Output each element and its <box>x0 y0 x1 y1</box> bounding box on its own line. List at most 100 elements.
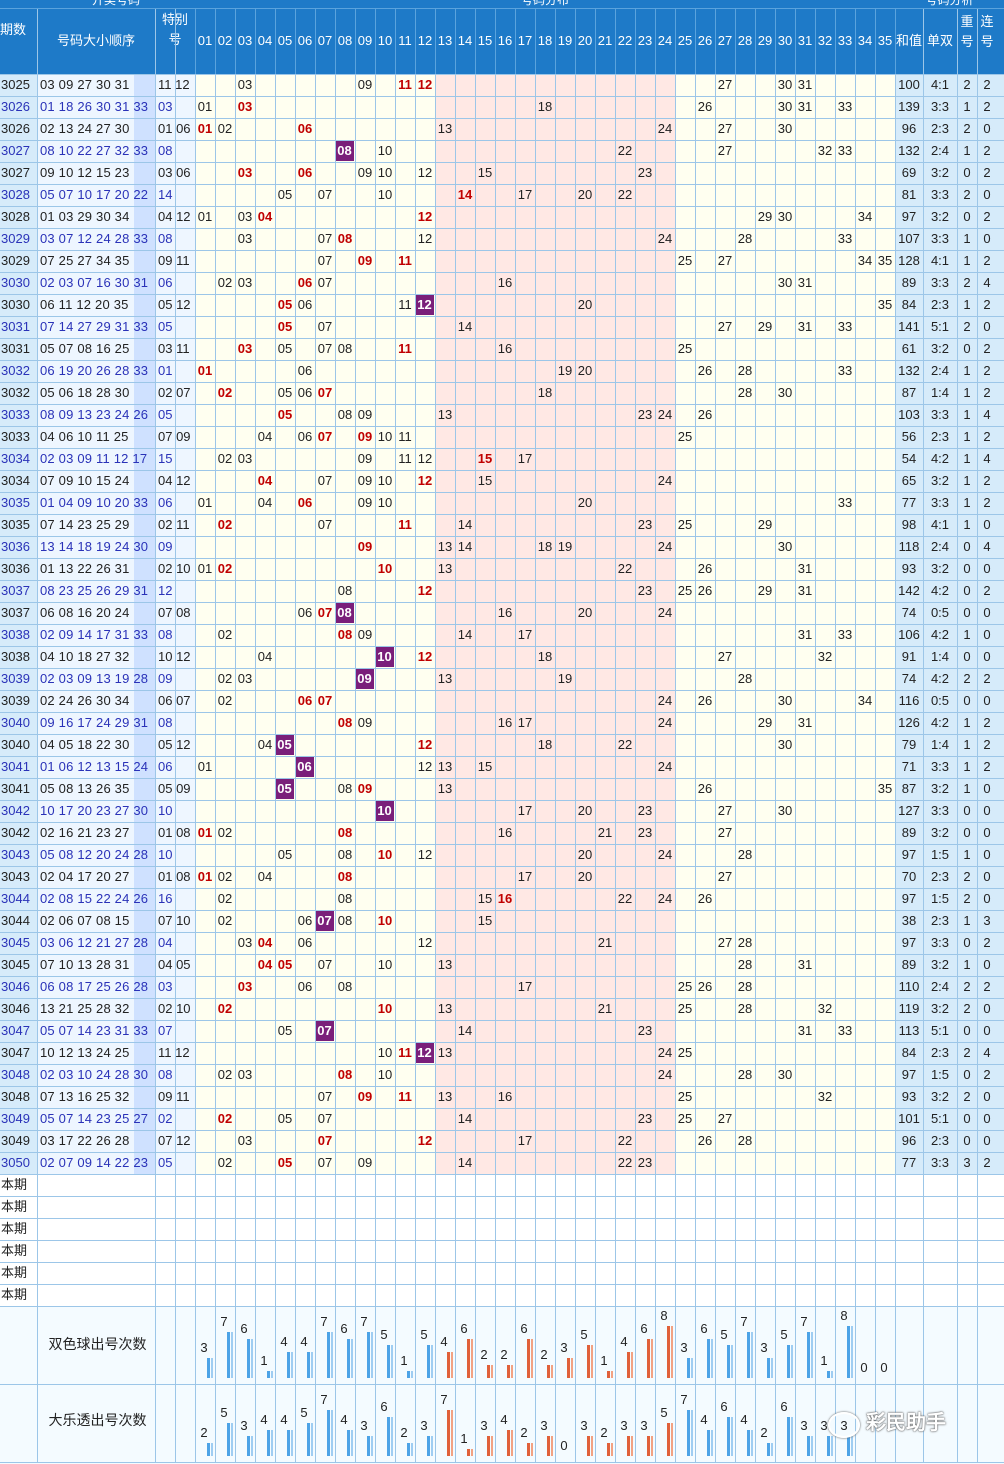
ssq-bar <box>787 1345 790 1378</box>
row-number-cell: 24 <box>657 715 673 730</box>
grid-vline <box>555 74 556 1462</box>
row-sorted-numbers: 02 03 07 16 30 31 <box>40 275 149 290</box>
row-number-cell: 02 <box>217 891 233 906</box>
row-special: 10 <box>158 847 173 862</box>
row-consecutive: 0 <box>983 1111 991 1126</box>
ssq-count-label: 3 <box>560 1340 568 1355</box>
row-number-cell: 16 <box>497 605 513 620</box>
row-sum: 74 <box>901 605 917 620</box>
row-number-cell: 26 <box>697 891 713 906</box>
grid-hline <box>0 844 1004 845</box>
row-number-cell: 23 <box>637 583 653 598</box>
header-vline <box>195 8 196 74</box>
row-sum: 54 <box>901 451 917 466</box>
header-number-12: 12 <box>417 33 433 48</box>
row-number-cell: 35 <box>877 253 893 268</box>
header-number-10: 10 <box>377 33 393 48</box>
row-number-cell: 09 <box>357 539 373 554</box>
row-number-cell: 04 <box>257 649 273 664</box>
row-odd-even: 2:3 <box>930 913 950 928</box>
ssq-count-label: 6 <box>520 1321 528 1336</box>
row-repeat: 0 <box>963 605 971 620</box>
row-consecutive: 2 <box>983 143 991 158</box>
row-number-cell: 09 <box>357 495 373 510</box>
ssq-count-label: 7 <box>360 1314 368 1329</box>
row-sorted-numbers: 05 07 10 17 20 22 <box>40 187 149 202</box>
row-number-cell: 30 <box>777 539 793 554</box>
row-sum: 89 <box>901 825 917 840</box>
ssq-bar-shadow <box>831 1371 833 1378</box>
ssq-bar <box>687 1358 690 1378</box>
row-number-cell: 11 <box>398 429 412 444</box>
row-number-cell: 16 <box>497 341 513 356</box>
row-odd-even: 3:3 <box>930 759 950 774</box>
dlt-bar <box>747 1430 750 1456</box>
row-number-cell: 07 <box>317 605 333 620</box>
benqi-row-label: 本期 <box>1 1265 28 1280</box>
grid-hline <box>0 536 1004 537</box>
grid-hline <box>0 360 1004 361</box>
row-special: 02 <box>158 1111 173 1126</box>
row-number-cell: 11 <box>398 297 412 312</box>
ssq-bar <box>207 1358 210 1378</box>
row-sum: 110 <box>898 979 920 994</box>
dlt-bar-shadow <box>551 1436 553 1456</box>
dlt-bar <box>507 1430 510 1456</box>
row-number-cell: 24 <box>657 759 673 774</box>
row-number-cell: 05 <box>277 1111 293 1126</box>
row-sorted-numbers: 10 17 20 23 27 30 <box>40 803 149 818</box>
grid-vline <box>315 74 316 1462</box>
row-number-cell: 08 <box>337 979 353 994</box>
row-sum: 98 <box>901 517 917 532</box>
group-header-draw: 开奖号码 <box>91 0 140 7</box>
ssq-bar <box>527 1339 530 1378</box>
grid-hline <box>0 1462 1004 1463</box>
row-consecutive: 2 <box>983 715 991 730</box>
row-number-cell: 21 <box>597 935 613 950</box>
grid-vline <box>495 74 496 1462</box>
row-number-cell: 03 <box>237 275 253 290</box>
row-number-cell: 33 <box>837 363 853 378</box>
row-number-cell: 12 <box>417 649 433 664</box>
row-number-cell: 05 <box>277 187 293 202</box>
row-number-cell: 10 <box>375 801 394 821</box>
dlt-count-label: 3 <box>620 1418 628 1433</box>
row-number-cell: 25 <box>677 253 693 268</box>
row-sorted-numbers: 01 04 09 10 20 33 <box>40 495 149 510</box>
ssq-bar <box>547 1365 550 1378</box>
row-number-cell: 28 <box>737 363 753 378</box>
grid-vline <box>775 74 776 1462</box>
row-consecutive: 2 <box>983 297 991 312</box>
row-number-cell: 10 <box>377 143 393 158</box>
row-number-cell: 16 <box>497 275 513 290</box>
watermark-text: 彩民助手 <box>866 1412 946 1434</box>
grid-vline <box>855 74 856 1462</box>
dlt-bar <box>287 1430 290 1456</box>
row-number-cell: 29 <box>757 583 773 598</box>
row-number-cell: 24 <box>657 407 673 422</box>
row-odd-even: 3:2 <box>930 165 950 180</box>
dlt-count-label: 4 <box>340 1412 348 1427</box>
row-number-cell: 07 <box>317 385 333 400</box>
dlt-bar <box>647 1436 650 1456</box>
row-issue: 3045 <box>1 935 30 950</box>
row-special: 08 <box>158 1067 173 1082</box>
row-number-cell: 09 <box>357 473 373 488</box>
grid-hline <box>0 338 1004 339</box>
row-repeat: 1 <box>963 407 971 422</box>
row-number-cell: 25 <box>677 1001 693 1016</box>
row-consecutive: 0 <box>983 231 991 246</box>
header-vline <box>495 8 496 74</box>
grid-vline <box>215 74 216 1462</box>
row-number-cell: 24 <box>657 473 673 488</box>
row-sorted-numbers: 06 08 17 25 26 28 <box>40 979 149 994</box>
dlt-count-label: 4 <box>500 1412 508 1427</box>
header-vline <box>555 8 556 74</box>
dlt-bar-shadow <box>231 1423 233 1456</box>
row-sorted-numbers: 07 09 10 15 24 <box>40 473 130 488</box>
row-number-cell: 22 <box>617 1133 633 1148</box>
row-issue: 3036 <box>1 561 30 576</box>
row-number-cell: 26 <box>697 979 713 994</box>
row-repeat: 0 <box>963 583 971 598</box>
grid-hline <box>0 228 1004 229</box>
